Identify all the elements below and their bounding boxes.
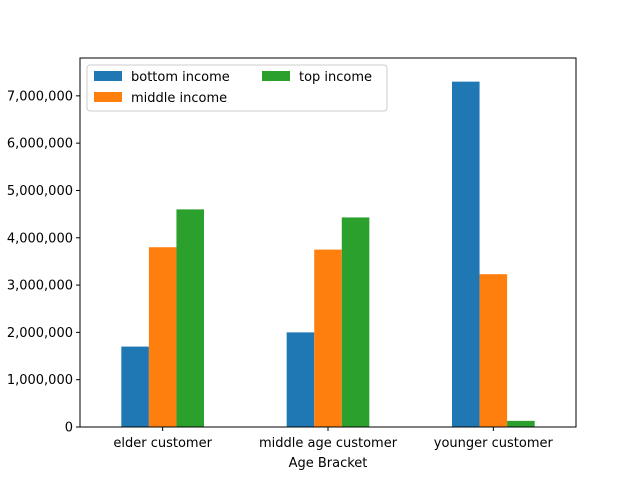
y-tick-label: 5,000,000 [7, 184, 73, 199]
bar-top-income-younger-customer [507, 420, 535, 427]
legend-swatch-top-income [262, 71, 290, 81]
bars-layer [121, 81, 535, 428]
bar-bottom-income-younger-customer [452, 81, 480, 428]
legend: bottom income middle income top income [86, 64, 388, 112]
legend-swatch-middle-income [94, 92, 122, 102]
y-tick-label: 4,000,000 [7, 231, 73, 246]
bar-top-income-middle-age-customer [341, 217, 370, 427]
legend-box [86, 64, 388, 112]
bar-middle-income-younger-customer [479, 274, 508, 427]
legend-label-bottom-income: bottom income [131, 70, 230, 85]
legend-label-top-income: top income [299, 70, 372, 85]
bar-bottom-income-middle-age-customer [286, 332, 315, 427]
plot-frame [79, 57, 577, 428]
bar-middle-income-elder-customer [148, 247, 177, 427]
x-tick-label: elder customer [113, 436, 212, 451]
bar-bottom-income-elder-customer [121, 346, 149, 427]
y-tick-label: 1,000,000 [7, 373, 73, 388]
y-tick-label: 6,000,000 [7, 137, 73, 152]
x-tick-label: younger customer [434, 436, 554, 451]
legend-label-middle-income: middle income [131, 91, 227, 106]
y-tick-label: 3,000,000 [7, 279, 73, 294]
y-tick-label: 0 [65, 421, 73, 436]
y-tick-label: 2,000,000 [7, 326, 73, 341]
bar-middle-income-middle-age-customer [314, 249, 342, 427]
x-axis: elder customer middle age customer younger… [113, 427, 554, 451]
x-tick-label: middle age customer [259, 436, 398, 451]
legend-swatch-bottom-income [94, 71, 122, 81]
x-axis-label: Age Bracket [289, 456, 368, 471]
bar-top-income-elder-customer [176, 209, 204, 427]
y-axis: 0 1,000,000 2,000,000 3,000,000 4,000,000 5,0… [7, 89, 80, 436]
y-tick-label: 7,000,000 [7, 89, 73, 104]
